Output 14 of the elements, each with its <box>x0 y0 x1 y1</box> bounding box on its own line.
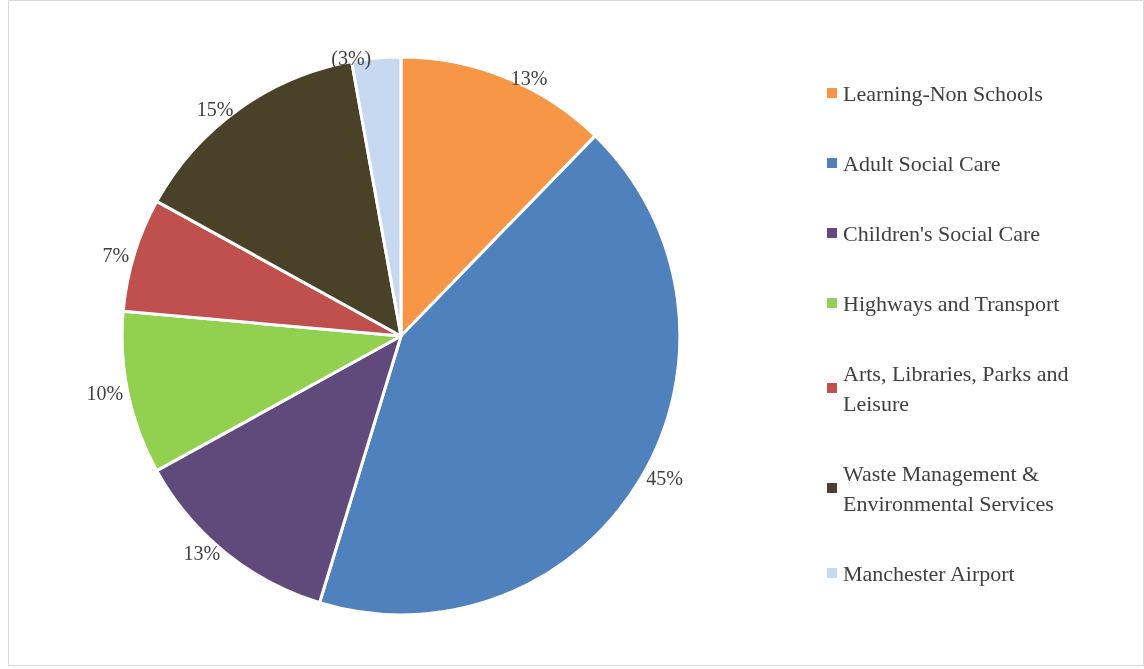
data-label: 13% <box>510 66 548 89</box>
data-label: (3%) <box>331 47 372 71</box>
legend-label: Arts, Libraries, Parks and Leisure <box>843 360 1074 416</box>
data-label: 13% <box>183 541 221 564</box>
legend-label: Learning-Non Schools <box>843 80 1043 106</box>
data-label: 7% <box>102 243 130 266</box>
legend-label: Manchester Airport <box>843 560 1015 586</box>
legend-label: Children's Social Care <box>843 220 1041 246</box>
data-label: 15% <box>196 98 234 121</box>
data-label: 10% <box>86 382 124 405</box>
data-label: 45% <box>646 466 683 489</box>
legend-label: Adult Social Care <box>843 150 1001 176</box>
legend-label: Highways and Transport <box>843 290 1060 316</box>
legend-label: Waste Management & Environmental Services <box>843 460 1054 516</box>
